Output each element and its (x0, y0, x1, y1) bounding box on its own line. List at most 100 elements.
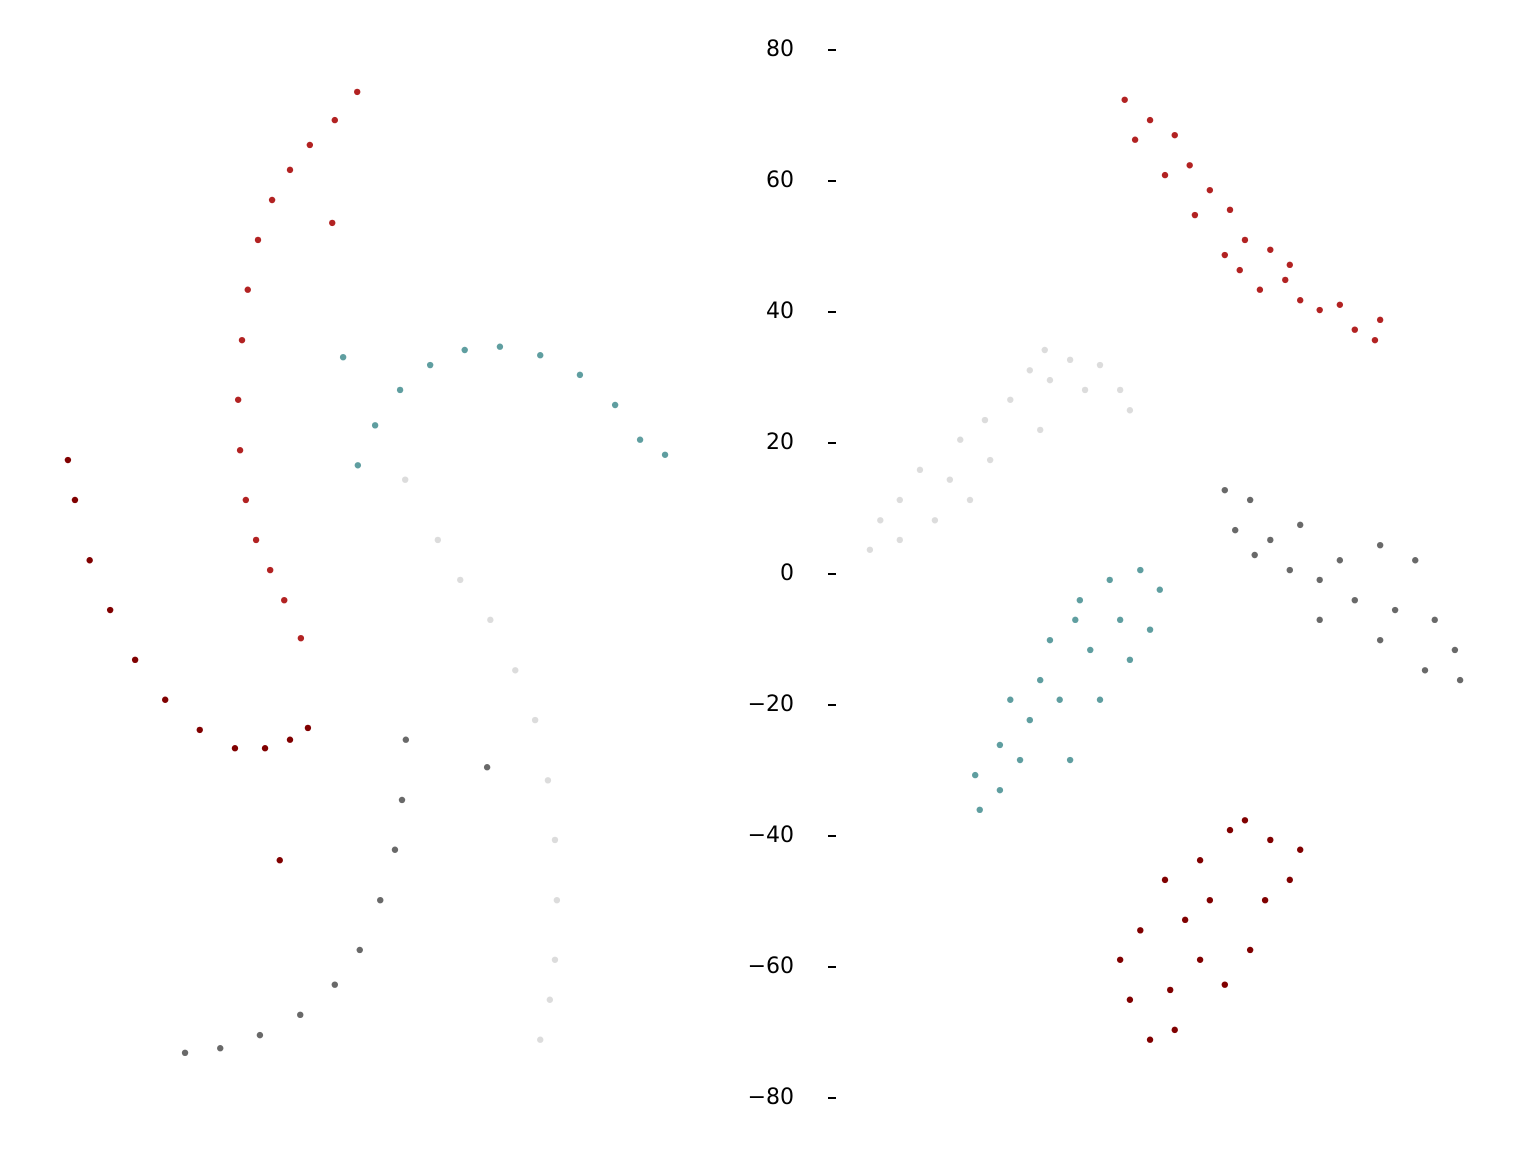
point (1016, 756, 1024, 764)
point (162, 696, 169, 703)
point (966, 496, 974, 504)
point (1376, 541, 1384, 549)
point (1246, 496, 1254, 504)
point (1297, 521, 1304, 529)
point (1196, 956, 1204, 963)
point (931, 517, 939, 524)
point (131, 656, 139, 664)
point (356, 946, 363, 954)
point (1316, 576, 1323, 584)
point (1137, 927, 1144, 934)
point (551, 956, 559, 963)
point (996, 741, 1004, 749)
point (611, 401, 619, 409)
point (297, 634, 305, 642)
point (1146, 626, 1154, 633)
point (877, 517, 884, 524)
point (1221, 251, 1229, 259)
point (1046, 636, 1054, 644)
point (537, 1036, 544, 1043)
point (487, 616, 494, 624)
point (242, 496, 250, 504)
point (1121, 96, 1128, 103)
point (661, 451, 669, 458)
y-tick-label: −20 (748, 692, 794, 717)
point (281, 597, 288, 604)
point (256, 1031, 264, 1039)
point (86, 557, 93, 564)
point (1116, 956, 1124, 963)
point (1286, 566, 1294, 574)
point (1191, 211, 1199, 219)
point (331, 981, 338, 988)
point (236, 447, 244, 454)
point (896, 536, 903, 544)
point (457, 576, 464, 584)
point (1412, 557, 1419, 564)
point (1221, 981, 1229, 988)
point (1351, 326, 1359, 333)
point (1131, 136, 1139, 143)
point (426, 361, 434, 369)
y-tick-label: 60 (766, 168, 794, 193)
point (972, 771, 979, 779)
point (331, 116, 338, 124)
point (286, 166, 294, 174)
point (1336, 301, 1344, 308)
point (1221, 486, 1229, 494)
point (544, 777, 552, 784)
point (1206, 186, 1214, 194)
point (1081, 386, 1089, 394)
point (266, 566, 274, 574)
y-tick-label: 0 (780, 561, 794, 586)
point (106, 606, 114, 614)
point (1026, 367, 1034, 374)
point (1066, 756, 1074, 764)
point (1282, 276, 1289, 284)
y-tick-label: −80 (748, 1085, 794, 1110)
point (297, 1011, 304, 1019)
point (1286, 876, 1294, 884)
point (71, 496, 79, 504)
point (976, 806, 983, 813)
point (1106, 576, 1113, 584)
point (576, 371, 584, 379)
point (1351, 597, 1359, 604)
point (1056, 696, 1063, 703)
point (1171, 131, 1178, 139)
point (1181, 916, 1189, 924)
point (461, 346, 468, 354)
point (1146, 1036, 1154, 1043)
point (1046, 376, 1054, 384)
point (986, 456, 994, 464)
point (896, 496, 903, 504)
point (981, 416, 989, 424)
point (1241, 236, 1249, 244)
point (64, 456, 72, 464)
y-tick-label: 40 (766, 299, 794, 324)
point (1391, 606, 1399, 614)
point (1236, 266, 1243, 274)
point (1126, 996, 1134, 1003)
point (1037, 426, 1044, 434)
point (1251, 551, 1258, 559)
point (1007, 696, 1014, 703)
point (946, 476, 954, 483)
point (1116, 616, 1124, 624)
point (996, 786, 1004, 794)
point (1226, 206, 1234, 214)
y-tick-label: −40 (748, 823, 794, 848)
point (396, 386, 404, 394)
point (1316, 306, 1323, 314)
point (1126, 656, 1134, 664)
point (866, 546, 874, 553)
point (1261, 896, 1269, 904)
point (1267, 246, 1274, 253)
point (546, 996, 554, 1003)
point (1256, 286, 1264, 293)
point (1336, 557, 1344, 564)
point (1137, 566, 1144, 574)
point (1226, 826, 1234, 834)
point (244, 286, 251, 293)
